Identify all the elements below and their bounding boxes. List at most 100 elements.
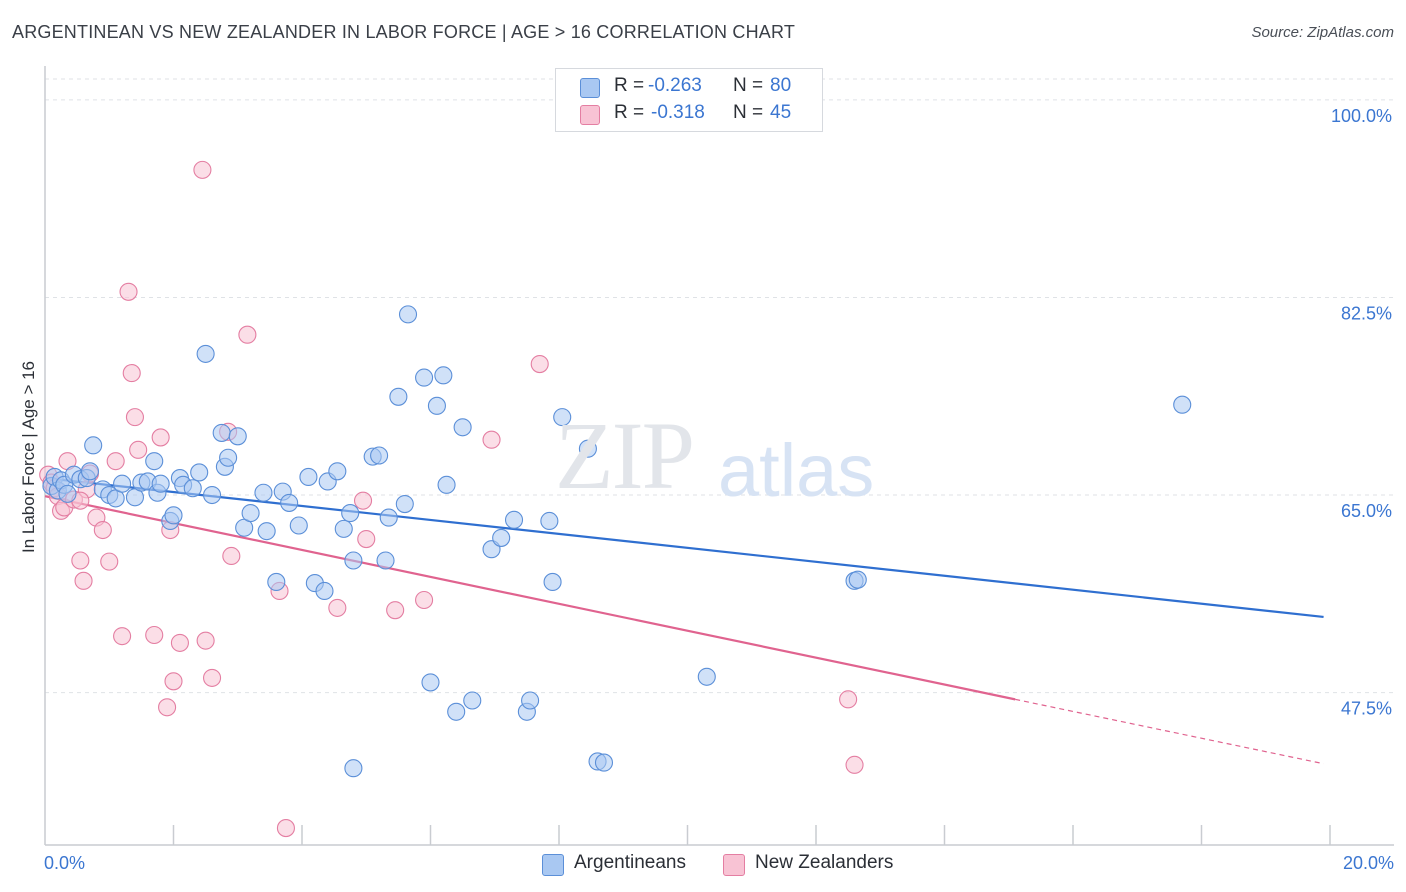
trend-line — [44, 495, 1016, 701]
data-point — [370, 446, 389, 465]
data-point — [543, 572, 562, 591]
data-point — [845, 755, 864, 774]
data-point — [434, 366, 453, 385]
data-point — [113, 474, 132, 493]
legend-n-value: 80 — [770, 75, 792, 96]
legend-n-label: N = — [733, 75, 764, 96]
data-point — [238, 325, 257, 344]
data-point — [212, 423, 231, 442]
stats-legend: R = -0.263 N = 80 R = -0.318 N = 45 — [555, 68, 823, 132]
data-point — [463, 691, 482, 710]
legend-n-value: 45 — [770, 102, 792, 123]
data-point — [276, 819, 295, 838]
data-point — [122, 364, 141, 383]
data-point — [71, 551, 90, 570]
data-point — [578, 439, 597, 458]
y-tick-label: 65.0% — [1341, 501, 1392, 521]
data-point — [267, 572, 286, 591]
data-point — [334, 519, 353, 538]
data-point — [222, 546, 241, 566]
data-point — [521, 691, 540, 710]
data-point — [183, 479, 202, 498]
data-point — [196, 631, 215, 650]
data-point — [74, 571, 93, 590]
data-point — [395, 494, 414, 514]
data-point — [119, 282, 138, 301]
data-point — [697, 667, 716, 686]
bottom-legend-label: New Zealanders — [755, 852, 894, 873]
data-point — [158, 698, 177, 717]
watermark-atlas: atlas — [718, 429, 875, 512]
data-point — [553, 408, 572, 427]
legend-r-value: -0.263 — [648, 75, 702, 96]
axes — [44, 66, 1394, 846]
data-point — [315, 581, 334, 601]
tick-labels: 47.5% 65.0% 82.5% 100.0% 0.0% 20.0% — [44, 106, 1394, 873]
data-point — [386, 601, 405, 620]
data-point — [190, 463, 209, 482]
data-point — [129, 440, 148, 459]
data-point — [299, 467, 318, 487]
legend-r-value: -0.318 — [651, 102, 705, 123]
data-point — [594, 753, 614, 772]
data-point — [540, 511, 559, 531]
data-point — [164, 506, 183, 525]
data-point — [203, 485, 222, 505]
data-point — [151, 474, 170, 493]
data-point — [530, 355, 549, 374]
data-point — [341, 504, 360, 523]
data-point — [93, 520, 112, 540]
data-point — [447, 702, 466, 721]
data-point — [145, 452, 164, 471]
data-point — [106, 452, 125, 471]
data-point — [421, 673, 440, 692]
trend-line — [44, 476, 1324, 619]
data-point — [151, 428, 170, 447]
data-point — [1173, 395, 1192, 414]
data-point — [482, 430, 501, 449]
data-point — [453, 418, 472, 437]
data-point — [193, 160, 212, 179]
data-point — [389, 387, 408, 406]
data-point — [100, 552, 119, 571]
chart-title: ARGENTINEAN VS NEW ZEALANDER IN LABOR FO… — [12, 22, 796, 42]
data-point — [398, 305, 418, 324]
y-tick-label: 100.0% — [1331, 106, 1392, 126]
legend-n-label: N = — [733, 102, 764, 123]
data-point — [353, 491, 373, 510]
bottom-legend-swatch-pink — [723, 854, 745, 876]
data-point — [415, 590, 434, 610]
bottom-legend-swatch-blue — [542, 854, 564, 876]
y-tick-label: 47.5% — [1341, 699, 1392, 719]
y-tick-label: 82.5% — [1341, 303, 1392, 323]
bottom-legend-label: Argentineans — [574, 852, 686, 873]
data-point — [257, 522, 276, 541]
data-point — [84, 436, 103, 455]
data-point — [357, 529, 376, 549]
legend-row-argentineans: R = -0.263 N = 80 — [556, 74, 822, 100]
x-tick-label-max: 20.0% — [1343, 853, 1394, 873]
data-point — [376, 551, 395, 570]
data-point — [344, 551, 363, 570]
legend-swatch-pink — [580, 105, 600, 125]
data-point — [492, 528, 511, 547]
data-point — [848, 570, 867, 589]
data-point — [196, 344, 215, 363]
data-point — [344, 759, 363, 778]
source-credit: Source: ZipAtlas.com — [1251, 24, 1394, 41]
legend-row-new-zealanders: R = -0.318 N = 45 — [556, 101, 822, 127]
data-points — [39, 160, 1192, 838]
data-point — [80, 462, 100, 481]
data-point — [504, 510, 524, 529]
data-point — [219, 448, 238, 467]
data-point — [228, 427, 247, 446]
trend-lines — [44, 476, 1324, 765]
legend-r-label: R = — [614, 102, 645, 123]
data-point — [280, 493, 299, 512]
data-point — [113, 627, 132, 646]
data-point — [254, 483, 273, 502]
data-point — [145, 625, 164, 645]
data-point — [328, 462, 347, 481]
data-point — [328, 598, 347, 617]
